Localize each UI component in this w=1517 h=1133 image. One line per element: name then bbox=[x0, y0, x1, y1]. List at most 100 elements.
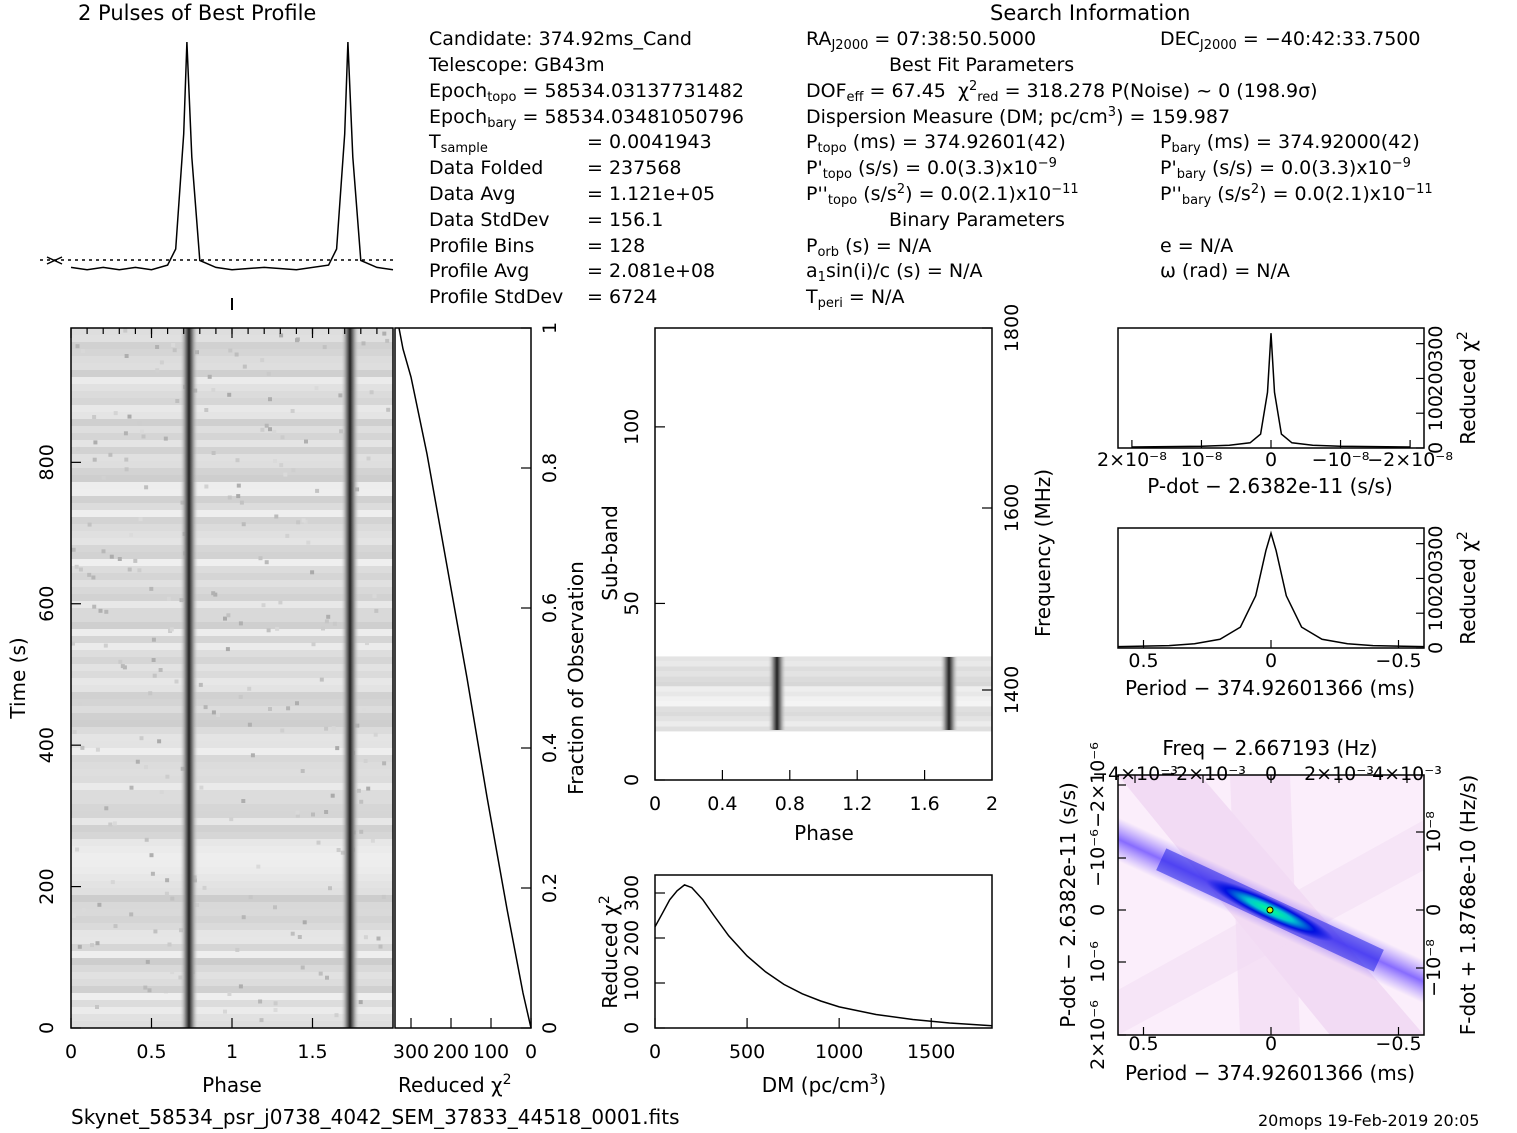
p-pdot-y2tick-label: 10⁻⁸ bbox=[1423, 811, 1445, 853]
time-phase-pixel bbox=[147, 988, 152, 993]
time-phase-pixel bbox=[144, 765, 149, 770]
pdot-xtick-label: −2×10⁻⁸ bbox=[1367, 449, 1453, 471]
subband-xlabel: Phase bbox=[794, 821, 854, 845]
time-phase-pixel bbox=[268, 397, 272, 402]
period-xtick-label: 0 bbox=[1265, 650, 1277, 672]
time-phase-pixel bbox=[315, 488, 320, 493]
pdot-ylabel: Reduced χ2 bbox=[1455, 331, 1480, 445]
time-phase-pixel bbox=[359, 799, 364, 804]
time-phase-row bbox=[71, 377, 393, 384]
time-phase-pixel bbox=[112, 821, 117, 826]
time-phase-row bbox=[71, 552, 393, 559]
time-phase-pixel bbox=[365, 641, 369, 646]
time-phase-pixel bbox=[170, 970, 175, 975]
chi-fraction-xlabel: Reduced χ2 bbox=[398, 1072, 512, 1097]
p-pdot-xtick-label: −0.5 bbox=[1375, 1033, 1421, 1055]
tsample-label: Tsample bbox=[429, 131, 488, 156]
dm-ytick-label: 0 bbox=[621, 1022, 643, 1034]
time-phase-pixel bbox=[332, 621, 337, 626]
time-phase-row bbox=[71, 335, 393, 342]
time-phase-pixel bbox=[386, 407, 391, 412]
pdot-bary-line: P'bary (s/s) = 0.0(3.3)x10−9 bbox=[1160, 156, 1411, 182]
time-phase-row bbox=[71, 370, 393, 377]
time-phase-pixel bbox=[259, 1018, 264, 1023]
time-phase-pixel bbox=[167, 942, 172, 947]
chi-fraction-xtick-label: 0 bbox=[525, 1041, 537, 1063]
time-phase-pixel bbox=[155, 368, 160, 373]
dm-ytick-label: 300 bbox=[621, 875, 643, 911]
chi-fraction-ytick-label: 1 bbox=[539, 322, 561, 334]
time-phase-row bbox=[71, 482, 393, 489]
p-pdot-x2tick-label: 0 bbox=[1265, 763, 1277, 785]
time-phase-row bbox=[71, 559, 393, 566]
time-phase-pixel bbox=[81, 907, 86, 912]
pdot-ytick-label: 100 bbox=[1425, 395, 1447, 431]
time-phase-row bbox=[71, 671, 393, 678]
time-phase-row bbox=[71, 811, 393, 818]
ra-line: RAJ2000 = 07:38:50.5000 bbox=[806, 28, 1037, 53]
dm-xtick-label: 0 bbox=[649, 1041, 661, 1063]
time-phase-row bbox=[71, 734, 393, 741]
time-phase-pixel bbox=[370, 838, 375, 843]
time-phase-row bbox=[71, 531, 393, 538]
chi-fraction-ytick-label: 0.6 bbox=[539, 593, 561, 623]
time-phase-pixel bbox=[301, 518, 306, 523]
time-phase-pixel bbox=[149, 853, 154, 858]
pddot-bary-line: P''bary (s/s2) = 0.0(2.1)x10−11 bbox=[1160, 182, 1433, 208]
time-phase-row bbox=[71, 475, 393, 482]
pdot-xtick-label: −10⁻⁸ bbox=[1312, 449, 1370, 471]
time-phase-row bbox=[71, 685, 393, 692]
time-phase-row bbox=[71, 412, 393, 419]
time-phase-pixel bbox=[228, 348, 233, 353]
subband-row bbox=[655, 721, 992, 727]
time-phase-pixel bbox=[92, 457, 97, 462]
subband-row bbox=[655, 716, 992, 722]
time-phase-pixel bbox=[225, 647, 230, 652]
time-phase-row bbox=[71, 790, 393, 797]
frequency-ytick-label: 1800 bbox=[1001, 304, 1023, 352]
time-phase-row bbox=[71, 902, 393, 909]
time-phase-row bbox=[71, 741, 393, 748]
frequency-ylabel: Frequency (MHz) bbox=[1031, 469, 1055, 637]
profile-avg-value: = 2.081e+08 bbox=[587, 260, 716, 282]
time-phase-row bbox=[71, 692, 393, 699]
time-phase-pixel bbox=[159, 790, 164, 795]
time-phase-pixel bbox=[285, 533, 290, 538]
time-phase-row bbox=[71, 853, 393, 860]
chi-fraction-ytick-label: 0.8 bbox=[539, 453, 561, 483]
time-phase-pixel bbox=[129, 532, 134, 537]
time-phase-row bbox=[71, 608, 393, 615]
time-phase-pixel bbox=[258, 556, 263, 561]
search-title: Search Information bbox=[990, 1, 1191, 25]
time-phase-pixel bbox=[204, 484, 209, 489]
time-phase-pixel bbox=[164, 891, 169, 896]
time-phase-pixel bbox=[117, 557, 122, 561]
profile-bins-label: Profile Bins bbox=[429, 235, 535, 257]
time-phase-pixel bbox=[366, 456, 371, 461]
time-phase-pixel bbox=[165, 774, 170, 779]
epoch-bary-line: Epochbary = 58534.03481050796 bbox=[429, 106, 744, 131]
time-phase-row bbox=[71, 762, 393, 769]
time-phase-row bbox=[71, 601, 393, 608]
subband-xtick-label: 0 bbox=[649, 793, 661, 815]
pdot-ytick-label: 0 bbox=[1425, 442, 1447, 454]
time-phase-pixel bbox=[75, 847, 80, 852]
time-phase-pixel bbox=[302, 920, 307, 925]
omega-line: ω (rad) = N/A bbox=[1160, 260, 1290, 282]
time-phase-xtick-label: 0.5 bbox=[136, 1041, 166, 1063]
time-phase-row bbox=[71, 650, 393, 657]
time-phase-pixel bbox=[103, 643, 108, 648]
time-phase-row bbox=[71, 916, 393, 923]
subband-pulse-1 bbox=[768, 657, 786, 730]
time-phase-xtick-label: 1 bbox=[226, 1041, 238, 1063]
time-phase-row bbox=[71, 391, 393, 398]
time-phase-pixel bbox=[264, 560, 269, 565]
time-phase-pixel bbox=[144, 485, 149, 490]
chi-fraction-ytick-label: 0 bbox=[539, 1022, 561, 1034]
time-phase-pixel bbox=[120, 664, 125, 669]
time-phase-pixel bbox=[229, 817, 234, 822]
time-phase-pixel bbox=[91, 575, 96, 580]
p-pdot-ytick-label: 2×10⁻⁶ bbox=[1087, 1000, 1109, 1070]
